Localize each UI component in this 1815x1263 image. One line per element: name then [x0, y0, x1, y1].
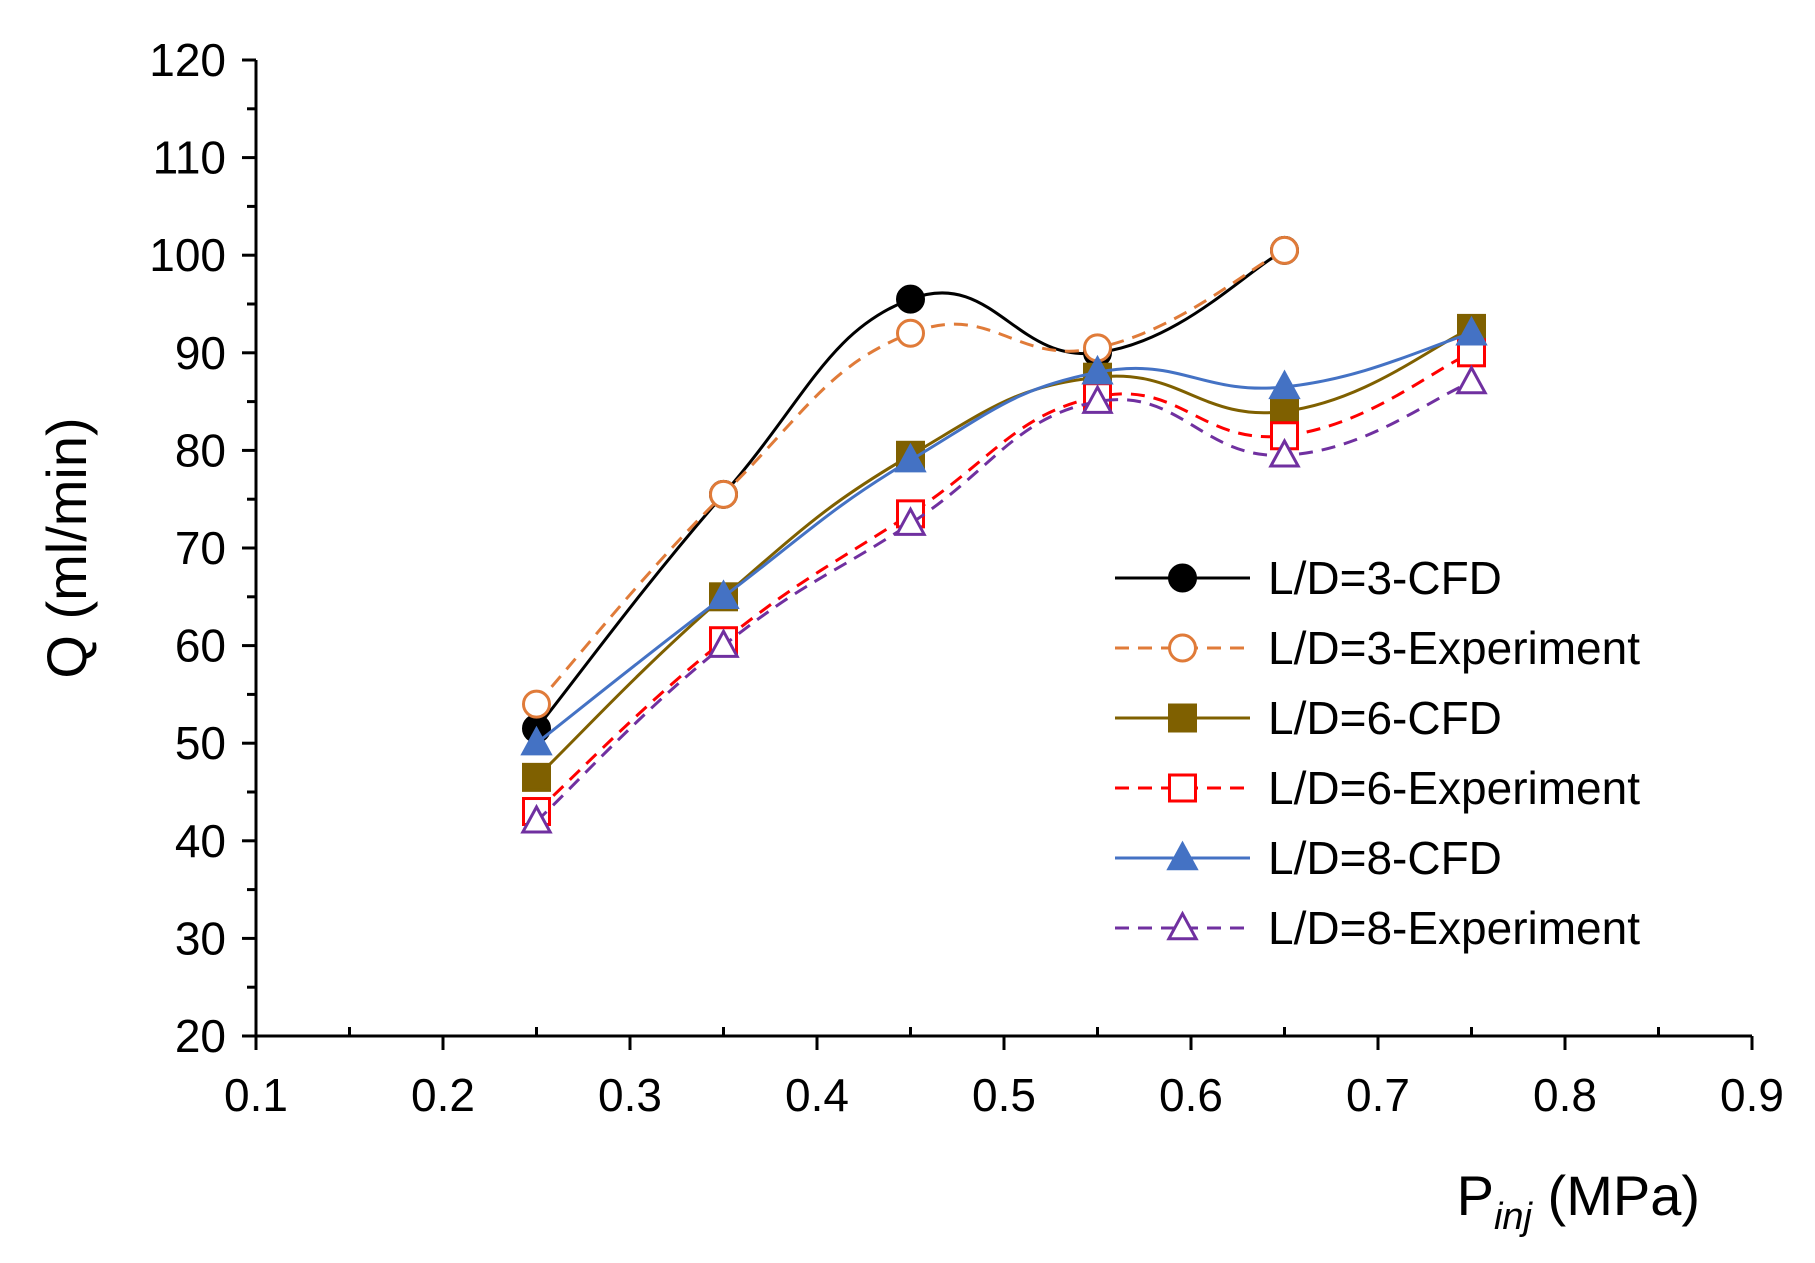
y-tick-label: 80	[175, 424, 226, 476]
series-1	[522, 235, 1299, 719]
series-line	[535, 327, 1473, 779]
y-tick-label: 30	[175, 912, 226, 964]
data-point	[1455, 315, 1488, 346]
legend-entry: L/D=8-Experiment	[1115, 902, 1640, 954]
y-tick-label: 60	[175, 620, 226, 672]
data-point	[709, 479, 738, 509]
legend: L/D=3-CFD L/D=3-Experiment L/D=6-CFD L/D=6-…	[1115, 552, 1640, 954]
legend-label: L/D=3-CFD	[1268, 552, 1502, 604]
y-tick-label: 40	[175, 815, 226, 867]
y-tick-label: 110	[153, 132, 226, 184]
y-tick-label: 20	[175, 1010, 226, 1062]
y-tick-label: 50	[175, 717, 226, 769]
x-tick-label: 0.1	[224, 1069, 288, 1121]
legend-swatch-marker	[1168, 633, 1197, 663]
data-point	[1081, 354, 1114, 385]
series-5	[520, 364, 1488, 834]
data-point	[1455, 364, 1488, 395]
x-tick-label: 0.8	[1533, 1069, 1597, 1121]
x-axis-title: Pinj (MPa)	[1457, 1164, 1700, 1238]
data-point	[1081, 384, 1114, 414]
y-axis-title: Q (ml/min)	[35, 417, 98, 678]
plot-series	[520, 235, 1488, 834]
x-tick-label: 0.3	[598, 1069, 662, 1121]
data-point	[707, 628, 740, 658]
legend-swatch-marker	[1168, 773, 1197, 803]
x-axis-title-main: P	[1457, 1164, 1494, 1227]
data-point	[896, 284, 925, 314]
legend-entry: L/D=6-Experiment	[1115, 762, 1640, 814]
data-point	[1268, 369, 1301, 400]
legend-label: L/D=6-Experiment	[1268, 762, 1640, 814]
legend-label: L/D=8-Experiment	[1268, 902, 1640, 954]
series-line	[535, 380, 1473, 823]
series-line	[535, 331, 1472, 745]
y-tick-label: 70	[175, 522, 226, 574]
data-point	[894, 442, 927, 473]
legend-swatch-marker	[1168, 703, 1197, 733]
data-point	[522, 689, 551, 719]
legend-entry: L/D=8-CFD	[1115, 832, 1502, 884]
y-tick-label: 100	[149, 229, 226, 281]
x-tick-label: 0.7	[1346, 1069, 1410, 1121]
legend-label: L/D=6-CFD	[1268, 692, 1502, 744]
legend-swatch-marker	[1166, 910, 1199, 941]
x-tick-label: 0.6	[1159, 1069, 1223, 1121]
data-point	[1270, 396, 1299, 426]
legend-entry: L/D=3-CFD	[1115, 552, 1502, 604]
data-point	[894, 506, 927, 536]
data-point	[522, 762, 551, 792]
data-point	[1270, 235, 1299, 265]
data-point	[1268, 437, 1301, 468]
legend-entry: L/D=6-CFD	[1115, 692, 1502, 744]
axes: 20 30 40 50 60 70 80 90 100 110 120 0.1 0.2 0.3 0.4 0.5…	[35, 34, 1784, 1238]
legend-label: L/D=8-CFD	[1268, 832, 1502, 884]
data-point	[520, 725, 553, 756]
x-axis-title-unit: (MPa)	[1532, 1164, 1700, 1227]
legend-swatch-marker	[1168, 563, 1197, 593]
x-tick-label: 0.4	[785, 1069, 849, 1121]
series-line	[535, 248, 1286, 706]
x-tick-label: 0.5	[972, 1069, 1036, 1121]
x-tick-label: 0.2	[411, 1069, 475, 1121]
x-axis-title-sub: inj	[1494, 1196, 1534, 1238]
y-tick-label: 90	[175, 327, 226, 379]
y-tick-label: 120	[149, 34, 226, 86]
data-point	[707, 579, 740, 610]
legend-swatch-marker	[1166, 840, 1199, 871]
series-line	[535, 351, 1473, 813]
series-4	[520, 315, 1488, 756]
legend-entry: L/D=3-Experiment	[1115, 622, 1640, 674]
data-point	[520, 803, 553, 834]
x-tick-label: 0.9	[1720, 1069, 1784, 1121]
legend-label: L/D=3-Experiment	[1268, 622, 1640, 674]
data-point	[896, 318, 925, 348]
